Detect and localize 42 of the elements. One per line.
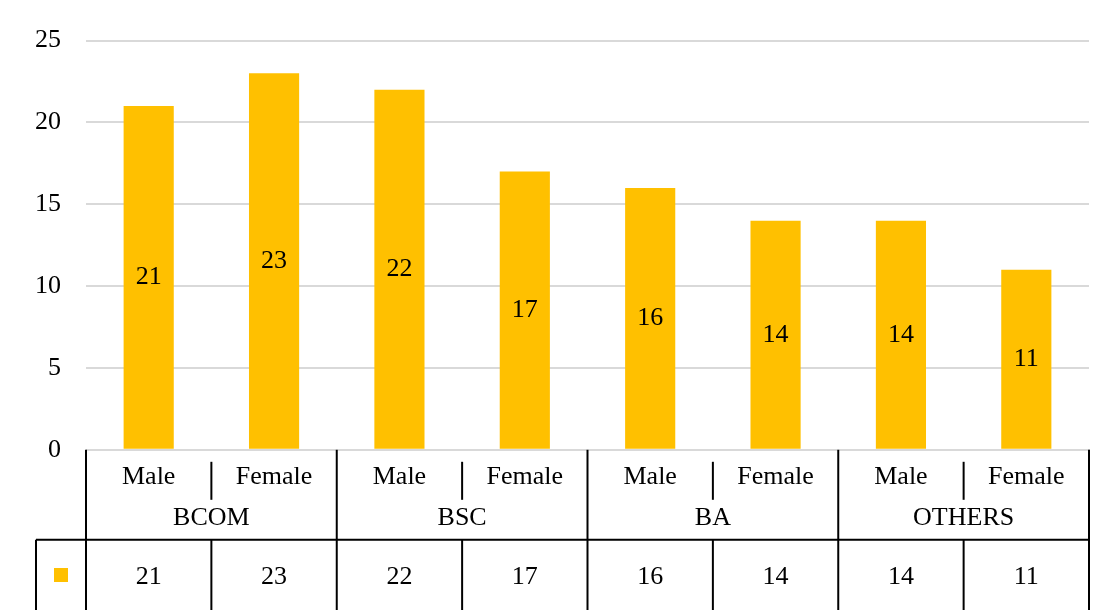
text: 23 <box>261 560 288 590</box>
text: 14 <box>762 560 789 590</box>
bar <box>875 220 927 449</box>
x-tick-label: Male <box>121 461 176 491</box>
text: 21 <box>135 560 162 590</box>
text: BSC <box>437 501 487 531</box>
data-label: 22 <box>386 253 413 283</box>
text: 14 <box>887 560 914 590</box>
data-label: 11 <box>1013 343 1039 373</box>
y-tick-label: 5 <box>48 351 61 381</box>
bar <box>123 106 174 449</box>
text: 11 <box>1013 560 1039 590</box>
data-label: 23 <box>261 244 288 274</box>
data-label: 17 <box>511 294 538 323</box>
x-tick-label: Female <box>235 461 313 491</box>
text: OTHERS <box>913 501 1015 531</box>
text: 17 <box>511 560 538 590</box>
x-tick-label: Male <box>874 461 928 491</box>
x-tick-label: Female <box>988 461 1065 491</box>
y-tick-label: 20 <box>35 106 61 136</box>
y-tick-label: 10 <box>35 269 61 299</box>
bar <box>625 187 676 449</box>
data-label: 14 <box>887 318 914 348</box>
bar <box>499 171 550 449</box>
text: BCOM <box>173 501 250 531</box>
bar <box>1001 269 1052 449</box>
bar <box>750 220 801 449</box>
bar <box>248 73 300 449</box>
data-label: 21 <box>135 261 162 291</box>
text: 22 <box>386 560 413 590</box>
x-tick-label: Female <box>737 461 814 491</box>
y-tick-label: 25 <box>35 24 61 54</box>
bar <box>374 89 425 449</box>
x-tick-label: Male <box>623 461 677 491</box>
y-tick-label: 0 <box>48 433 61 463</box>
text: BA <box>694 501 732 531</box>
text: 16 <box>637 560 664 590</box>
data-label: 14 <box>762 318 789 348</box>
data-label: 16 <box>637 302 664 332</box>
y-tick-label: 15 <box>35 188 61 218</box>
x-tick-label: Male <box>372 461 427 491</box>
x-tick-label: Female <box>486 461 564 491</box>
